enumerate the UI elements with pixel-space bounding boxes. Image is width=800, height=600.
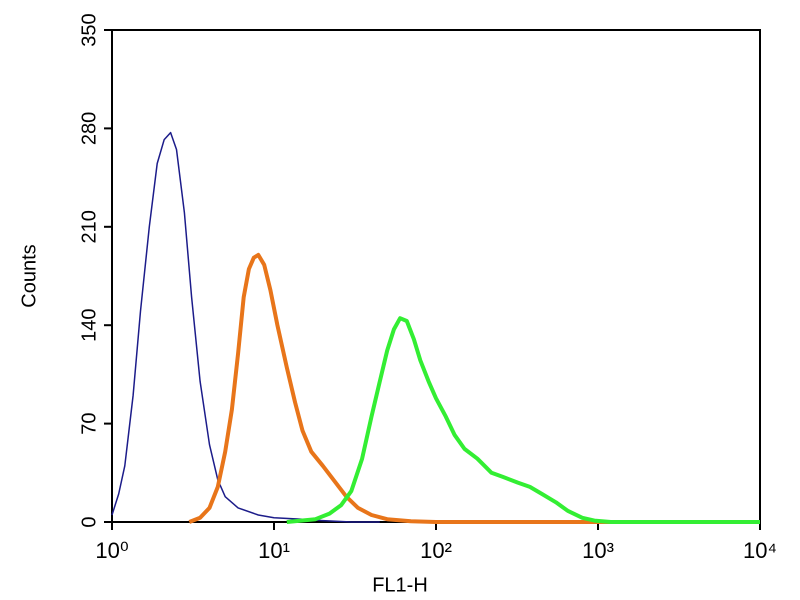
histogram-line [286, 316, 760, 524]
plot-frame [111, 29, 761, 523]
histogram-line [188, 252, 760, 524]
y-tick-label: 140 [78, 309, 100, 342]
y-tick-label: 70 [78, 412, 100, 434]
y-tick-label: 280 [78, 112, 100, 145]
x-tick-label: 10³ [582, 538, 614, 563]
x-tick-label: 10¹ [258, 538, 290, 563]
x-tick-label: 10⁰ [95, 538, 128, 563]
x-tick-label: 10⁴ [743, 538, 777, 563]
x-axis-label: FL1-H [372, 574, 428, 596]
y-tick-label: 210 [78, 210, 100, 243]
y-tick-label: 0 [78, 516, 100, 527]
y-axis-label: Counts [18, 244, 40, 307]
histogram-line [111, 131, 380, 523]
y-tick-label: 350 [78, 13, 100, 46]
x-tick-label: 10² [420, 538, 452, 563]
